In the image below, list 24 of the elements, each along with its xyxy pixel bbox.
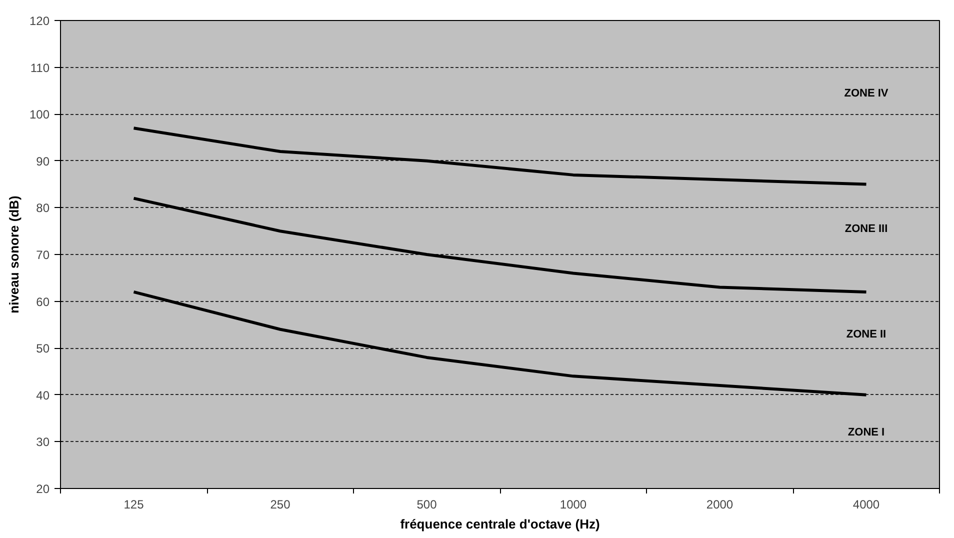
annotation: ZONE I [848,426,885,439]
annotation: ZONE III [844,223,888,236]
y-tick-label: 90 [36,154,50,168]
x-tick-label: 250 [270,498,291,512]
x-axis-title: fréquence centrale d'octave (Hz) [400,516,600,532]
x-tick-label: 500 [416,498,438,512]
x-tick-label: 4000 [852,498,880,512]
x-tick-label: 125 [124,498,144,512]
y-tick-label: 120 [29,14,50,28]
y-axis-title: niveau sonore (dB) [6,196,22,314]
x-tick-label: 1000 [560,498,587,512]
annotation: ZONE II [846,328,886,340]
y-tick-label: 40 [36,388,50,402]
y-tick-label: 20 [36,482,50,496]
annotation: ZONE IV [844,87,889,100]
y-tick-label: 100 [29,108,50,122]
y-tick-label: 80 [36,201,50,216]
y-tick-label: 30 [36,435,50,450]
y-tick-label: 70 [36,248,50,262]
y-tick-label: 60 [36,294,50,309]
x-tick-label: 2000 [706,498,734,512]
line-series [132,126,868,186]
y-tick-label: 50 [36,342,50,356]
y-tick-label: 110 [30,60,50,75]
